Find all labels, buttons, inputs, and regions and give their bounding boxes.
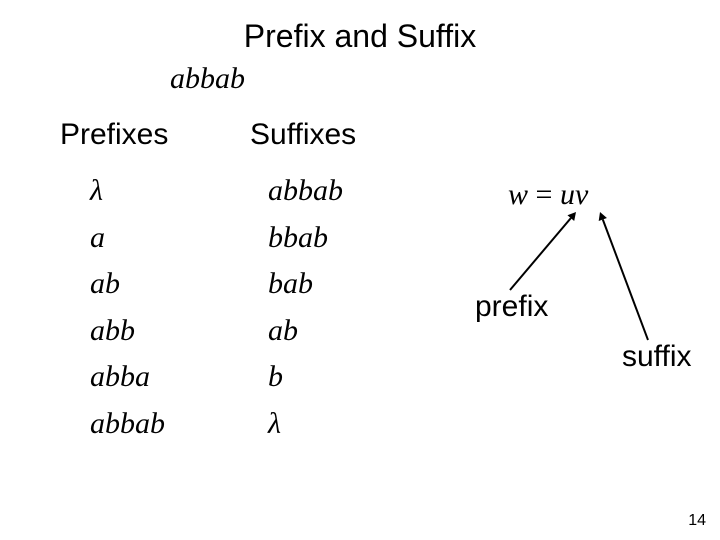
slide-title: Prefix and Suffix	[0, 18, 720, 55]
suffix-item: bbab	[268, 215, 343, 262]
equation-eq: =	[528, 178, 560, 211]
equation-w: w	[508, 178, 528, 211]
suffix-item: b	[268, 354, 343, 401]
prefixes-column: λ a ab abb abba abbab	[90, 168, 165, 447]
prefix-item: abba	[90, 354, 165, 401]
prefixes-heading: Prefixes	[60, 118, 168, 152]
suffix-item: λ	[268, 401, 343, 448]
prefix-item: abb	[90, 308, 165, 355]
suffixes-heading: Suffixes	[250, 118, 356, 152]
suffixes-column: abbab bbab bab ab b λ	[268, 168, 343, 447]
prefix-item: ab	[90, 261, 165, 308]
prefix-label: prefix	[475, 290, 548, 324]
equation-u: u	[560, 178, 575, 211]
prefix-item: λ	[90, 168, 165, 215]
suffix-label: suffix	[622, 340, 691, 374]
suffix-item: ab	[268, 308, 343, 355]
page-number: 14	[688, 512, 706, 530]
prefix-item: a	[90, 215, 165, 262]
equation-v: v	[575, 178, 588, 211]
suffix-item: bab	[268, 261, 343, 308]
example-word: abbab	[170, 62, 245, 96]
slide: Prefix and Suffix abbab Prefixes Suffixe…	[0, 0, 720, 540]
prefix-item: abbab	[90, 401, 165, 448]
suffix-item: abbab	[268, 168, 343, 215]
equation-w-eq-uv: w = uv	[508, 178, 588, 212]
